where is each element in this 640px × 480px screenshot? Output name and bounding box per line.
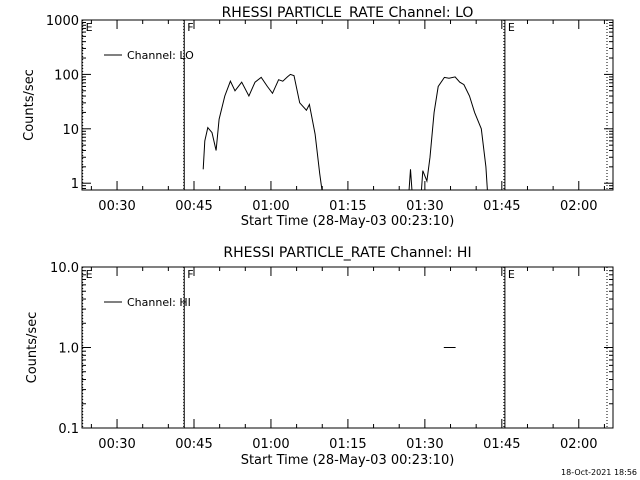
x-tick-label: 02:00: [560, 199, 597, 214]
y-axis-label: Counts/sec: [25, 312, 40, 384]
y-axis-label: Counts/sec: [22, 69, 37, 141]
x-tick-label: 00:30: [98, 437, 135, 452]
series-group: [202, 73, 488, 190]
y-tick-label: 10.0: [50, 261, 79, 276]
x-tick-label: 01:00: [252, 199, 289, 214]
marker-label: F: [187, 268, 193, 281]
x-tick-label: 00:45: [175, 199, 212, 214]
marker-label: E: [86, 21, 93, 34]
x-tick-label: 00:45: [175, 437, 212, 452]
series-line: [408, 169, 413, 190]
x-axis-label: Start Time (28-May-03 00:23:10): [241, 214, 455, 229]
y-tick-label: 100: [54, 68, 79, 83]
x-tick-label: 01:45: [483, 437, 520, 452]
x-tick-label: 01:30: [406, 199, 443, 214]
y-tick-label: 1000: [46, 14, 79, 29]
marker-label: E: [508, 268, 515, 281]
hi-channel-chart: RHESSI PARTICLE_RATE Channel: HI E F E 00:30…: [25, 245, 614, 468]
series-line: [420, 76, 488, 190]
footer-timestamp: 18-Oct-2021 18:56: [561, 468, 637, 477]
x-tick-label: 00:30: [98, 199, 135, 214]
lo-channel-chart: RHESSI PARTICLE_RATE Channel: LO E F E 00:30…: [22, 5, 614, 229]
y-tick-label: 1: [71, 177, 79, 192]
x-axis-label: Start Time (28-May-03 00:23:10): [241, 453, 455, 468]
legend-label: Channel: HI: [127, 296, 191, 309]
legend-label: Channel: LO: [127, 49, 194, 62]
y-tick-label: 1.0: [58, 342, 79, 357]
y-tick-label: 0.1: [58, 422, 79, 437]
x-tick-label: 02:00: [560, 437, 597, 452]
x-tick-label: 01:45: [483, 199, 520, 214]
marker-label: E: [508, 21, 515, 34]
chart-title: RHESSI PARTICLE_RATE Channel: LO: [222, 5, 474, 21]
plot-frame: [81, 266, 614, 429]
chart-title: RHESSI PARTICLE_RATE Channel: HI: [223, 245, 471, 261]
marker-label: F: [187, 21, 193, 34]
plot-frame: [81, 19, 614, 191]
x-tick-label: 01:15: [329, 437, 366, 452]
y-tick-label: 10: [62, 123, 79, 138]
x-tick-label: 01:00: [252, 437, 289, 452]
marker-label: E: [86, 268, 93, 281]
x-tick-label: 01:30: [406, 437, 443, 452]
x-tick-label: 01:15: [329, 199, 366, 214]
series-line: [202, 73, 323, 190]
